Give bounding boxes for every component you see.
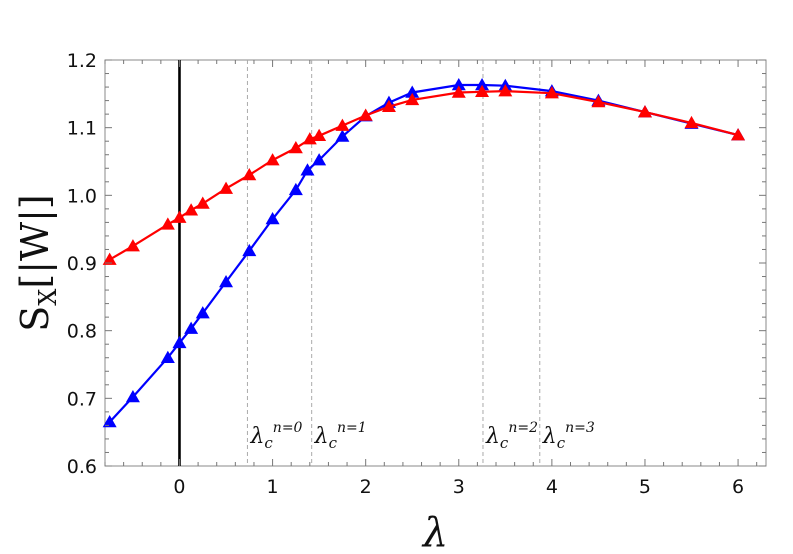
series-1-point-3 <box>172 210 187 223</box>
y-tick-label: 0.6 <box>67 456 97 478</box>
series-1-point-20 <box>591 94 606 108</box>
series-0-point-2 <box>160 350 175 363</box>
y-tick-label: 1.0 <box>67 185 97 207</box>
series-1-point-19 <box>544 86 559 99</box>
x-tick-label: 0 <box>173 476 185 498</box>
axis-ticks: 0 1 2 3 4 5 6 0.6 0.7 0.8 0.9 1.0 1.1 1.2 <box>67 50 766 498</box>
y-tick-label: 0.7 <box>67 388 97 410</box>
series-1 <box>102 84 746 265</box>
series-0-point-0 <box>102 415 117 428</box>
series-0 <box>102 78 746 428</box>
series-1-point-17 <box>475 84 490 98</box>
series-0-point-9 <box>288 182 303 196</box>
series-0-point-12 <box>335 129 350 142</box>
x-tick-label: 3 <box>453 476 465 498</box>
critical-label-0: λcn=0 <box>249 420 302 452</box>
series-0-point-1 <box>125 389 140 403</box>
series-1-point-6 <box>219 181 234 194</box>
series-0-point-4 <box>184 321 199 334</box>
critical-label-3: λcn=3 <box>542 420 595 452</box>
axis-titles: λ SX[|W|] <box>13 194 448 554</box>
critical-lines <box>246 60 541 466</box>
x-tick-label: 2 <box>360 476 372 498</box>
series-1-point-11 <box>312 128 327 142</box>
plot-frame <box>104 59 767 467</box>
series <box>102 78 746 428</box>
series-1-point-18 <box>498 84 513 97</box>
series-line-0 <box>108 83 739 423</box>
series-1-point-10 <box>302 132 317 145</box>
series-1-point-4 <box>184 203 199 216</box>
series-0-point-8 <box>265 212 280 225</box>
critical-label-1: λcn=1 <box>314 420 367 452</box>
y-tick-label: 1.2 <box>67 50 97 72</box>
series-1-point-9 <box>288 140 303 154</box>
series-1-point-23 <box>731 128 746 141</box>
x-tick-label: 4 <box>546 476 558 498</box>
series-1-point-15 <box>405 92 420 106</box>
y-tick-label: 1.1 <box>67 118 97 140</box>
series-1-point-5 <box>195 196 210 209</box>
x-tick-label: 1 <box>267 476 279 498</box>
series-0-point-7 <box>242 243 257 257</box>
series-0-point-3 <box>172 335 187 349</box>
x-tick-label: 6 <box>732 476 744 498</box>
y-axis-title: SX[|W|] <box>13 194 62 331</box>
series-0-point-17 <box>475 78 490 91</box>
series-1-point-21 <box>637 105 652 118</box>
y-tick-label: 0.9 <box>67 253 97 275</box>
y-tick-label: 0.8 <box>67 321 97 343</box>
series-1-point-8 <box>265 153 280 166</box>
series-1-point-2 <box>160 217 175 230</box>
series-0-point-10 <box>300 163 315 176</box>
series-1-point-14 <box>381 99 396 112</box>
series-1-point-0 <box>102 252 117 265</box>
series-1-point-22 <box>684 115 699 129</box>
series-1-point-7 <box>242 168 257 181</box>
x-axis-title: λ <box>421 510 448 554</box>
series-1-point-16 <box>451 85 466 98</box>
x-tick-label: 5 <box>639 476 651 498</box>
critical-label-2: λcn=2 <box>485 420 538 452</box>
series-1-point-13 <box>358 108 373 121</box>
series-0-point-16 <box>451 78 466 91</box>
series-0-point-6 <box>219 274 234 288</box>
series-0-point-5 <box>195 306 210 319</box>
series-1-point-12 <box>335 118 350 131</box>
series-0-point-11 <box>312 153 327 166</box>
series-0-point-15 <box>405 85 420 98</box>
series-1-point-1 <box>125 239 140 252</box>
critical-labels: λcn=0 λcn=1 λcn=2 λcn=3 <box>249 420 594 452</box>
